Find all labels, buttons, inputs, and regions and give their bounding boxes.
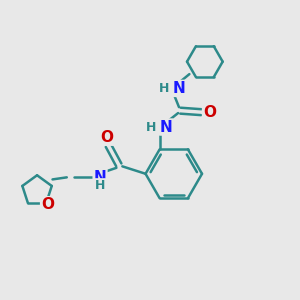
Text: H: H [146, 121, 157, 134]
Text: N: N [94, 170, 106, 185]
Text: H: H [95, 179, 105, 192]
Text: O: O [203, 105, 216, 120]
Text: H: H [159, 82, 169, 95]
Text: O: O [100, 130, 113, 145]
Text: N: N [160, 119, 172, 134]
Text: O: O [41, 197, 54, 212]
Text: N: N [172, 81, 185, 96]
